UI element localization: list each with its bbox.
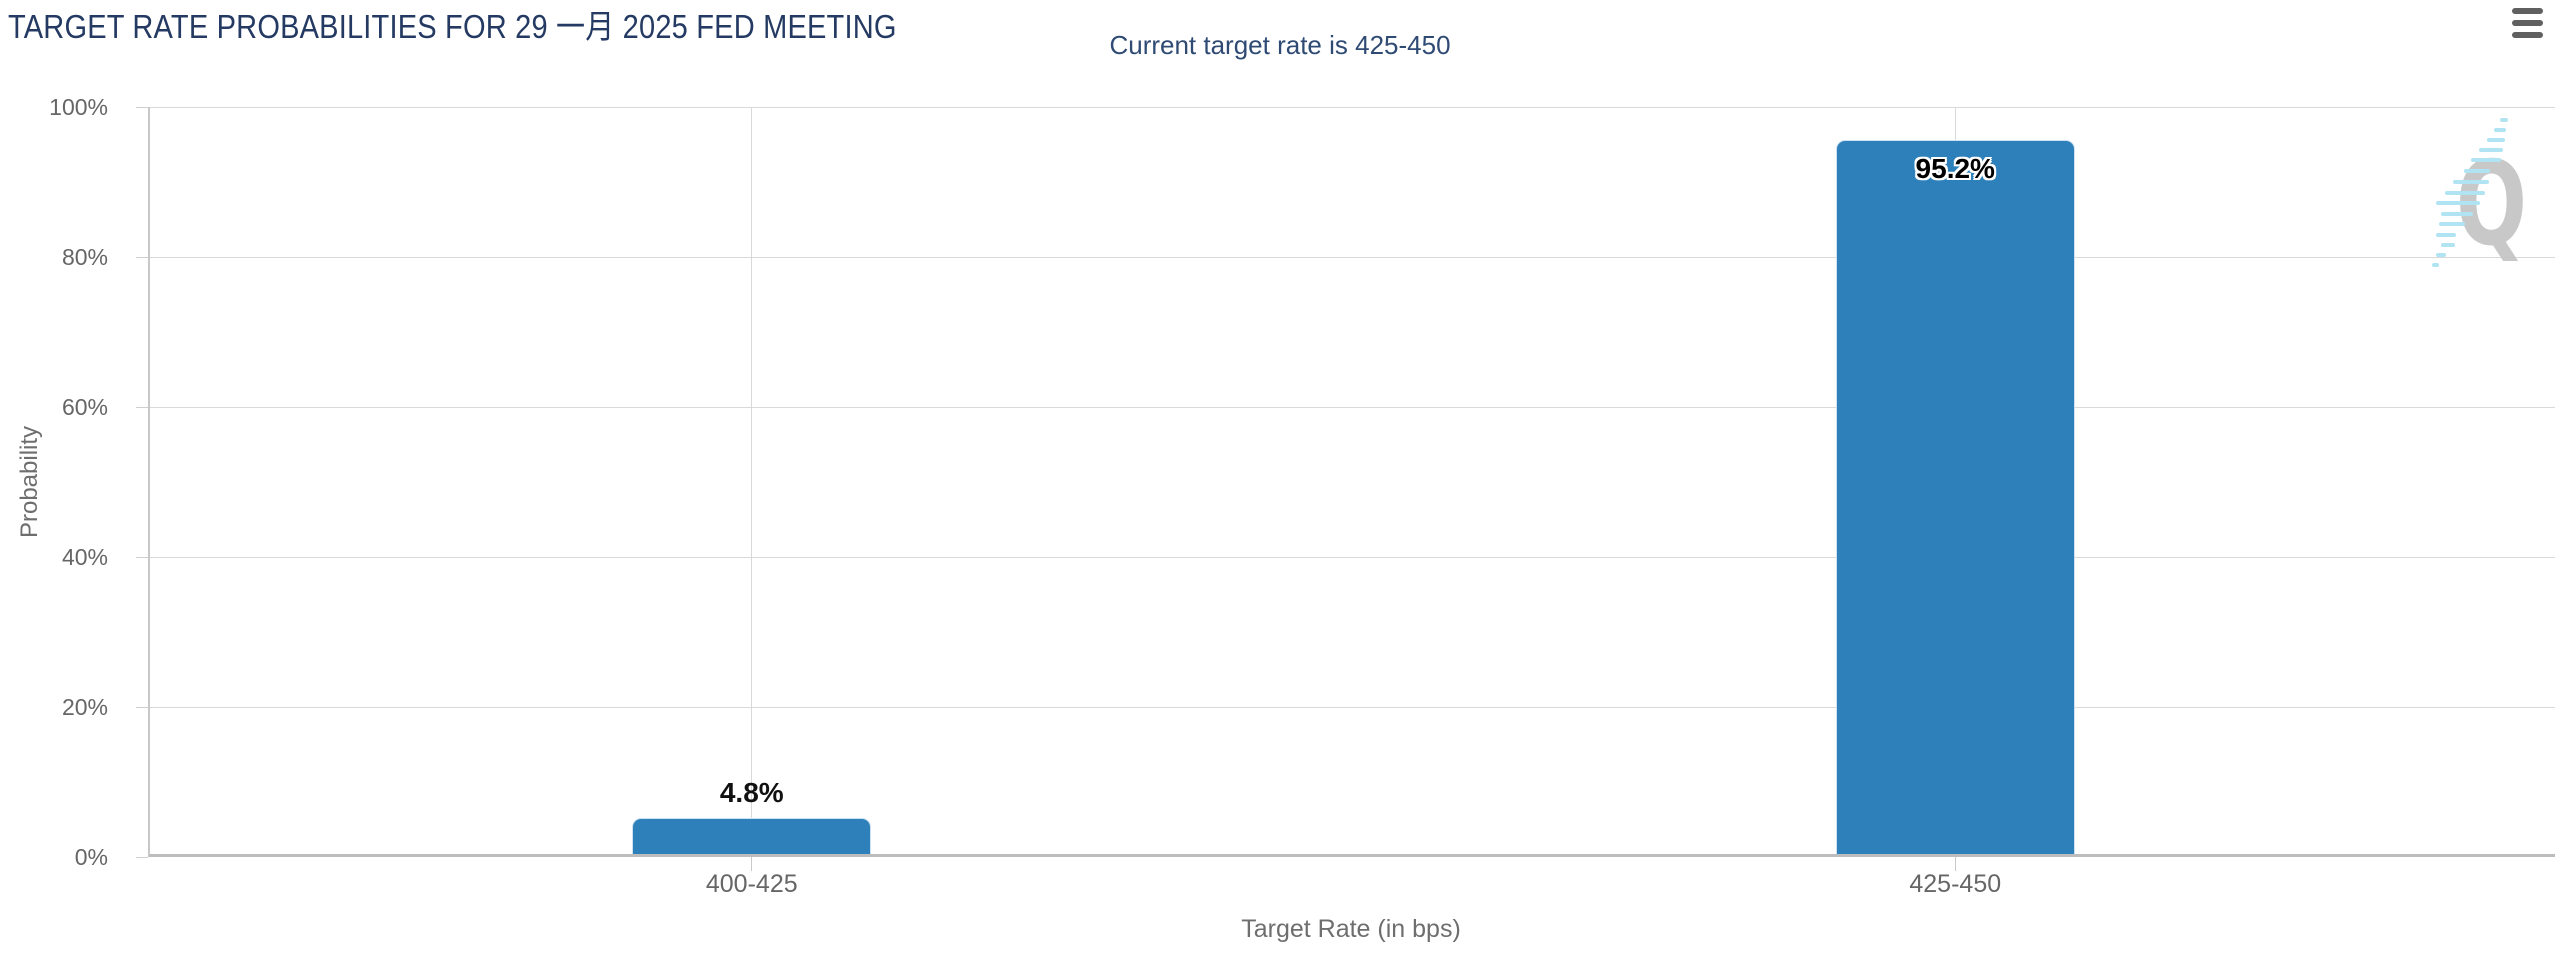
y-tick-mark: [136, 706, 148, 708]
y-gridline: [150, 406, 2555, 408]
y-gridline: [150, 556, 2555, 558]
bar-value-label: 95.2%: [1915, 153, 1995, 184]
watermark-dash: [2464, 169, 2490, 173]
watermark-dash: [2487, 138, 2505, 142]
watermark-dash: [2436, 253, 2446, 257]
hamburger-bar: [2512, 8, 2543, 14]
hamburger-bar: [2512, 32, 2543, 38]
watermark-dash: [2441, 212, 2473, 216]
y-tick-mark: [136, 406, 148, 408]
probability-bar[interactable]: [1836, 140, 2075, 854]
quikstrike-watermark-icon: Q: [2432, 118, 2527, 272]
hamburger-bar: [2512, 20, 2543, 26]
watermark-dash: [2439, 222, 2465, 226]
y-tick-label: 60%: [61, 394, 108, 420]
watermark-dash: [2445, 191, 2485, 195]
x-tick-mark: [1954, 857, 1956, 871]
x-category-label: 425-450: [1909, 870, 2002, 898]
watermark-dash: [2436, 233, 2456, 237]
y-axis-labels: 0% 20% 40% 60% 80% 100%: [0, 94, 136, 870]
x-tick-mark: [751, 857, 753, 871]
bar-value-label: 4.8%: [719, 777, 784, 808]
y-tick-label: 80%: [61, 244, 108, 270]
x-axis-title: Target Rate (in bps): [1241, 915, 1461, 943]
y-gridline: [150, 256, 2555, 258]
y-tick-mark: [136, 256, 148, 258]
watermark-dash: [2441, 243, 2455, 247]
watermark-dash: [2436, 201, 2480, 205]
hamburger-menu-icon[interactable]: [2512, 8, 2543, 38]
watermark-dash: [2432, 263, 2439, 267]
y-gridline: [150, 706, 2555, 708]
y-tick-mark: [136, 556, 148, 558]
y-tick-mark: [136, 106, 148, 108]
y-tick-label: 40%: [61, 544, 108, 570]
plot-area: 4.8% 400-425 95.2% 425-450: [136, 106, 2555, 898]
y-gridline: [150, 106, 2555, 108]
watermark-dash: [2494, 128, 2506, 132]
y-tick-mark: [136, 856, 148, 858]
x-category-label: 400-425: [705, 870, 798, 898]
category-gridline: [751, 107, 753, 854]
y-tick-label: 20%: [61, 694, 108, 720]
probability-bar[interactable]: [632, 818, 871, 854]
y-tick-label: 100%: [49, 94, 108, 120]
watermark-dash: [2453, 180, 2489, 184]
watermark-dash: [2500, 118, 2508, 122]
chart-title: TARGET RATE PROBABILITIES FOR 29 一月 2025…: [8, 8, 897, 45]
watermark-dash: [2479, 148, 2503, 152]
chart-subtitle: Current target rate is 425-450: [1109, 30, 1451, 60]
watermark-dash: [2471, 158, 2501, 162]
y-tick-label: 0%: [74, 844, 108, 870]
